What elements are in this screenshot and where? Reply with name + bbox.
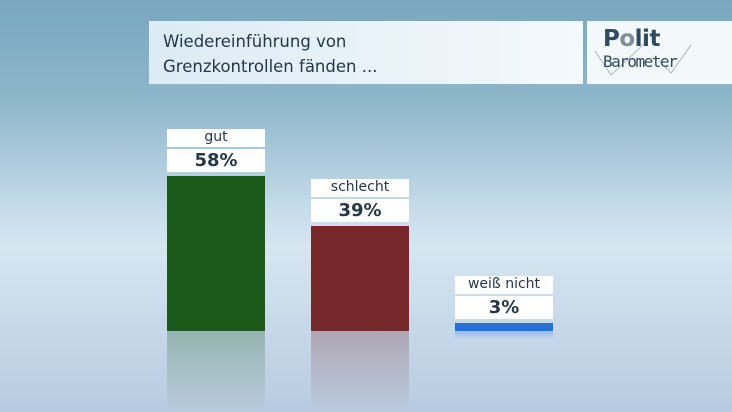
title-line-2: Grenzkontrollen fänden ... <box>163 57 378 76</box>
logo-text-barometer: Barometer <box>603 52 678 71</box>
value-label-0: 58% <box>167 148 265 172</box>
checkmark-icon <box>594 40 692 76</box>
category-label-1: schlecht <box>311 179 409 198</box>
bar-2 <box>455 322 553 331</box>
value-label-1: 39% <box>311 199 409 223</box>
bar-0 <box>167 175 265 331</box>
bar-reflection-0 <box>167 331 265 412</box>
politbarometer-logo: Polit Barometer <box>587 21 732 84</box>
category-label-0: gut <box>167 128 265 147</box>
bar-reflection-2 <box>455 331 553 340</box>
bar-1 <box>311 226 409 331</box>
category-label-2: weiß nicht <box>455 275 553 294</box>
value-label-2: 3% <box>455 295 553 319</box>
logo-text-polit: Polit <box>603 26 660 52</box>
bar-reflection-1 <box>311 331 409 412</box>
chart-title: Wiedereinführung von Grenzkontrollen fän… <box>149 21 583 84</box>
title-line-1: Wiedereinführung von <box>163 32 347 51</box>
